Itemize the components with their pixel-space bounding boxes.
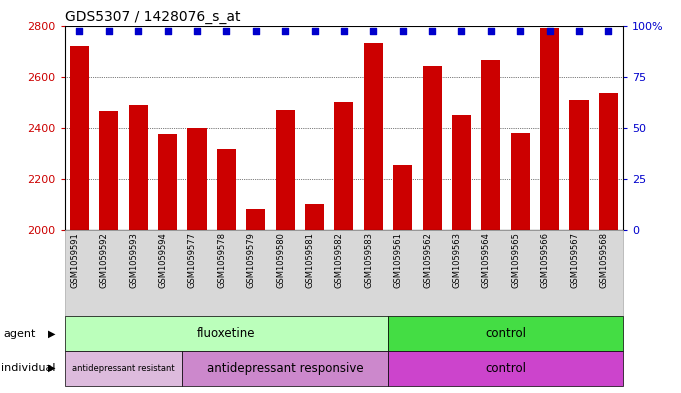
Text: ▶: ▶ (48, 329, 55, 339)
Bar (276, 110, 295, 230)
Text: GSM1059562: GSM1059562 (423, 232, 432, 288)
Point (486, 28, 496, 34)
Point (573, 28, 584, 34)
Point (280, 28, 291, 34)
Text: GSM1059580: GSM1059580 (276, 232, 285, 288)
Point (603, 28, 614, 34)
Bar (569, 99, 588, 230)
Point (309, 28, 320, 34)
Text: ▶: ▶ (48, 363, 55, 373)
Point (191, 28, 202, 34)
Point (515, 28, 526, 34)
Point (397, 28, 408, 34)
Bar (334, 102, 353, 230)
Text: GSM1059594: GSM1059594 (159, 232, 168, 288)
Bar (70, 46, 89, 230)
Text: GSM1059593: GSM1059593 (129, 232, 138, 288)
Text: GSM1059565: GSM1059565 (511, 232, 520, 288)
Bar (129, 105, 148, 230)
Point (456, 28, 467, 34)
Bar (452, 115, 471, 230)
Bar (246, 209, 266, 230)
Text: GSM1059579: GSM1059579 (247, 232, 256, 288)
Text: GSM1059591: GSM1059591 (70, 232, 80, 288)
Point (544, 28, 555, 34)
Text: GSM1059564: GSM1059564 (482, 232, 491, 288)
Bar (187, 128, 206, 230)
Bar (540, 28, 559, 230)
Point (74, 28, 85, 34)
Bar (99, 111, 118, 230)
Text: control: control (485, 327, 526, 340)
Text: GSM1059577: GSM1059577 (188, 232, 197, 288)
Text: GSM1059567: GSM1059567 (570, 232, 579, 288)
Text: individual: individual (1, 363, 55, 373)
Text: GSM1059583: GSM1059583 (364, 232, 373, 288)
Bar (599, 93, 618, 230)
Bar (364, 43, 383, 230)
Text: GSM1059582: GSM1059582 (335, 232, 344, 288)
Point (221, 28, 232, 34)
Text: antidepressant responsive: antidepressant responsive (207, 362, 364, 375)
Bar (511, 133, 530, 230)
Text: GSM1059578: GSM1059578 (217, 232, 226, 288)
Bar (481, 60, 501, 230)
Text: GSM1059568: GSM1059568 (599, 232, 608, 288)
Bar (158, 134, 177, 230)
Point (133, 28, 144, 34)
Bar (422, 66, 441, 230)
Bar (305, 204, 324, 230)
Point (338, 28, 349, 34)
Text: antidepressant resistant: antidepressant resistant (72, 364, 175, 373)
Text: GSM1059563: GSM1059563 (452, 232, 462, 288)
Text: control: control (485, 362, 526, 375)
Bar (217, 149, 236, 230)
Point (251, 28, 262, 34)
Point (426, 28, 437, 34)
Point (368, 28, 379, 34)
Text: GDS5307 / 1428076_s_at: GDS5307 / 1428076_s_at (65, 10, 240, 24)
Point (162, 28, 173, 34)
Text: GSM1059561: GSM1059561 (394, 232, 402, 288)
Text: fluoxetine: fluoxetine (197, 327, 255, 340)
Bar (393, 165, 412, 230)
Text: agent: agent (3, 329, 36, 339)
Point (104, 28, 114, 34)
Text: GSM1059566: GSM1059566 (541, 232, 550, 288)
Text: GSM1059592: GSM1059592 (100, 232, 109, 288)
Text: GSM1059581: GSM1059581 (306, 232, 315, 288)
